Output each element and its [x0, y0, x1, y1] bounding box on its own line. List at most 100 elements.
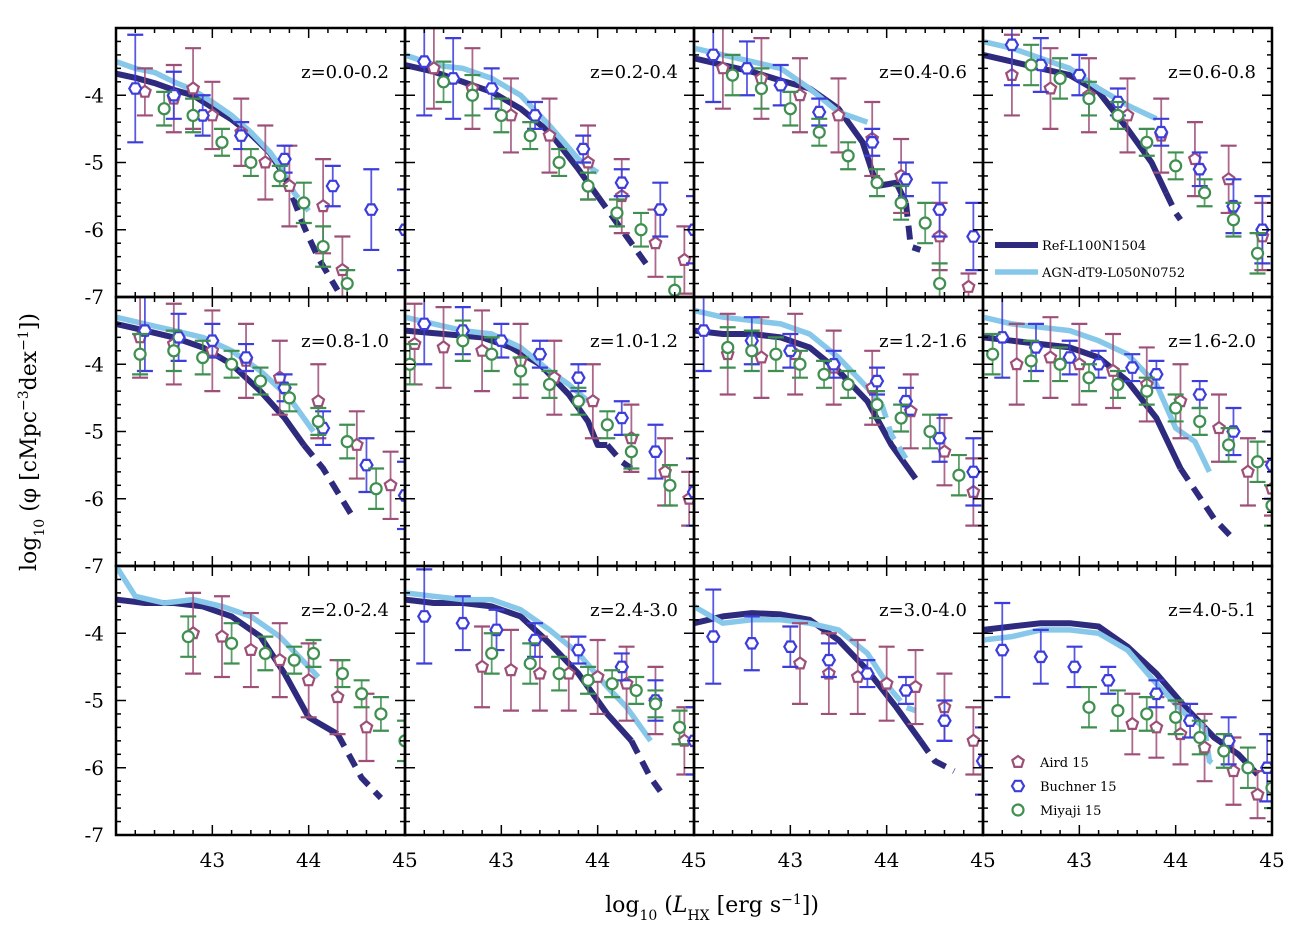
- x-tick-label: 45: [392, 848, 417, 872]
- miyaji-15-point: [1239, 746, 1256, 790]
- buchner-15-point: [994, 601, 1011, 699]
- miyaji-15-point: [180, 615, 197, 658]
- y-tick-label: -6: [85, 218, 104, 242]
- miyaji-15-marker: [1082, 700, 1096, 714]
- aird-15-point: [791, 57, 808, 134]
- miyaji-15-marker: [783, 102, 797, 116]
- buchner-15-marker: [653, 203, 668, 216]
- buchner-15-point: [1124, 353, 1141, 383]
- buchner-15-marker: [696, 324, 711, 337]
- aird-15-point: [560, 635, 577, 712]
- miyaji-15-marker: [1217, 744, 1231, 758]
- aird-15-marker: [879, 676, 894, 690]
- miyaji-15-point: [1167, 393, 1184, 423]
- panel-redshift-label: z=4.0-5.1: [1168, 600, 1256, 621]
- buchner-15-marker: [397, 489, 405, 502]
- miyaji-15-point: [223, 349, 240, 379]
- miyaji-15-point: [334, 659, 351, 689]
- miyaji-15-point: [1138, 376, 1155, 406]
- buchner-15-marker: [532, 347, 548, 361]
- miyaji-15-marker: [225, 636, 239, 650]
- miyaji-15-marker: [1111, 703, 1125, 718]
- miyaji-15-point: [623, 433, 640, 470]
- aird-15-marker: [715, 61, 730, 75]
- axis-ticks: [982, 28, 1273, 298]
- miyaji-15-point: [1191, 406, 1208, 436]
- aird-15-marker: [542, 128, 557, 142]
- buchner-15-marker: [614, 660, 630, 674]
- legend-label: Miyaji 15: [1040, 804, 1101, 819]
- miyaji-15-marker: [494, 108, 508, 123]
- miyaji-15-point: [165, 329, 182, 373]
- buchner-15-marker: [937, 714, 952, 728]
- miyaji-15-marker: [196, 350, 210, 365]
- buchner-15-point: [965, 437, 982, 507]
- miyaji-15-marker: [624, 445, 638, 459]
- aird-15-point: [474, 625, 491, 709]
- aird-15-marker: [359, 720, 374, 734]
- panel-redshift-label: z=0.4-0.6: [879, 62, 967, 83]
- miyaji-15-point: [647, 689, 664, 719]
- ref-l100n1504-line: [983, 334, 1184, 470]
- panel-2: z=0.2-0.4: [403, 26, 696, 299]
- miyaji-15-point: [339, 423, 356, 460]
- miyaji-15-point: [1191, 719, 1208, 756]
- y-tick-label: -5: [85, 151, 104, 175]
- aird-15-point: [1249, 770, 1266, 820]
- aird-15-marker: [932, 229, 947, 243]
- buchner-15-marker: [869, 374, 885, 388]
- aird-15-point: [474, 309, 491, 393]
- buchner-15-marker: [995, 331, 1010, 344]
- buchner-15-marker: [821, 653, 837, 667]
- miyaji-15-marker: [1265, 781, 1272, 795]
- miyaji-15-marker: [1222, 438, 1236, 452]
- buchner-15-marker: [494, 334, 509, 347]
- miyaji-15-marker: [340, 276, 354, 291]
- buchner-15-point: [965, 201, 982, 272]
- buchner-15-marker: [706, 630, 721, 643]
- aird-15-point: [965, 706, 982, 776]
- aird-15-marker: [407, 336, 422, 350]
- aird-15-point: [830, 77, 847, 154]
- legend-label: Buchner 15: [1040, 780, 1117, 795]
- miyaji-15-marker: [672, 720, 687, 735]
- miyaji-15-point: [242, 147, 259, 178]
- ref-l100n1504-extrapolation: [1163, 191, 1183, 222]
- buchner-15-point: [931, 181, 948, 238]
- aird-15-point: [618, 645, 635, 722]
- miyaji-15-marker: [186, 108, 200, 123]
- aird-15-marker: [677, 252, 692, 266]
- panel-redshift-label: z=0.8-1.0: [301, 331, 389, 352]
- buchner-15-marker: [864, 136, 880, 149]
- miyaji-15-marker: [1193, 730, 1207, 745]
- buchner-15-marker: [489, 623, 504, 637]
- ref-l100n1504-extrapolation: [301, 443, 355, 518]
- buchner-15-marker: [1149, 687, 1164, 701]
- miyaji-15-point: [1023, 43, 1040, 87]
- buchner-15-point: [613, 168, 630, 198]
- miyaji-15-marker: [1169, 401, 1183, 415]
- miyaji-15-point: [372, 696, 389, 732]
- panel-6: z=1.0-1.2: [403, 295, 696, 568]
- simulation-legend: Ref-L100N1504 AGN-dT9-L050N0752: [995, 239, 1185, 281]
- miyaji-15-point: [1080, 363, 1097, 393]
- buchner-15-marker: [614, 176, 630, 189]
- aird-15-marker: [966, 733, 981, 747]
- miyaji-15-point: [869, 390, 886, 420]
- buchner-15-point: [416, 568, 433, 665]
- buchner-15-marker: [932, 431, 947, 445]
- buchner-15-marker: [975, 754, 983, 768]
- buchner-15-marker: [484, 82, 499, 95]
- ref-l100n1504-line: [983, 51, 1169, 195]
- miyaji-15-marker: [167, 344, 181, 358]
- buchner-15-point: [1100, 665, 1117, 695]
- ref-l100n1504-extrapolation: [917, 739, 956, 774]
- miyaji-15-point: [1196, 178, 1213, 208]
- miyaji-15-marker: [398, 734, 405, 748]
- agn-dt9-l050n0752-extrapolation: [879, 403, 909, 460]
- miyaji-15-marker: [273, 169, 287, 183]
- miyaji-15-point: [724, 53, 741, 97]
- buchner-15-marker: [238, 351, 254, 364]
- buchner-15-point: [127, 33, 144, 144]
